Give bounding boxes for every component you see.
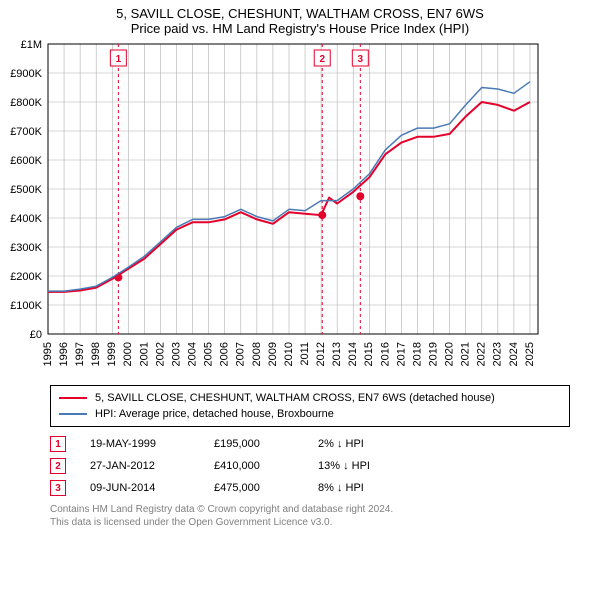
price-chart-svg: £0 £100K £200K £300K £400K £500K £600K £700K £80… xyxy=(0,36,548,376)
svg-text:£900K: £900K xyxy=(10,68,42,80)
svg-text:1998: 1998 xyxy=(90,342,102,366)
svg-text:2025: 2025 xyxy=(524,342,536,366)
svg-text:2021: 2021 xyxy=(460,342,472,366)
svg-text:£300K: £300K xyxy=(10,242,42,254)
svg-text:1997: 1997 xyxy=(74,342,86,366)
legend-swatch-property xyxy=(59,397,87,399)
transactions-table: 1 19-MAY-1999 £195,000 2% ↓ HPI 2 27-JAN… xyxy=(50,433,570,499)
transaction-date: 27-JAN-2012 xyxy=(90,460,190,472)
svg-text:2022: 2022 xyxy=(476,342,488,366)
attribution-line: This data is licensed under the Open Gov… xyxy=(50,516,570,529)
svg-text:2024: 2024 xyxy=(508,342,520,366)
svg-text:1996: 1996 xyxy=(58,342,70,366)
svg-text:£800K: £800K xyxy=(10,97,42,109)
transaction-diff: 2% ↓ HPI xyxy=(318,438,408,450)
svg-text:£700K: £700K xyxy=(10,126,42,138)
legend-box: 5, SAVILL CLOSE, CHESHUNT, WALTHAM CROSS… xyxy=(50,385,570,427)
svg-text:2009: 2009 xyxy=(267,342,279,366)
svg-text:£400K: £400K xyxy=(10,213,42,225)
svg-text:£1M: £1M xyxy=(21,39,42,51)
svg-text:£0: £0 xyxy=(30,329,42,341)
transaction-marker-1-icon: 1 xyxy=(50,436,66,452)
svg-text:2012: 2012 xyxy=(315,342,327,366)
svg-text:2015: 2015 xyxy=(363,342,375,366)
transaction-row: 3 09-JUN-2014 £475,000 8% ↓ HPI xyxy=(50,477,570,499)
attribution: Contains HM Land Registry data © Crown c… xyxy=(50,503,570,529)
svg-text:2005: 2005 xyxy=(203,342,215,366)
svg-text:2018: 2018 xyxy=(411,342,423,366)
svg-text:£200K: £200K xyxy=(10,271,42,283)
transaction-date: 09-JUN-2014 xyxy=(90,482,190,494)
svg-text:1995: 1995 xyxy=(42,342,54,366)
svg-text:2023: 2023 xyxy=(492,342,504,366)
svg-text:2: 2 xyxy=(319,54,325,65)
legend-row: HPI: Average price, detached house, Brox… xyxy=(59,406,561,422)
svg-text:2019: 2019 xyxy=(427,342,439,366)
svg-text:2006: 2006 xyxy=(219,342,231,366)
attribution-line: Contains HM Land Registry data © Crown c… xyxy=(50,503,570,516)
svg-text:2020: 2020 xyxy=(444,342,456,366)
transaction-marker-3-icon: 3 xyxy=(50,480,66,496)
svg-text:2016: 2016 xyxy=(379,342,391,366)
svg-text:2004: 2004 xyxy=(186,342,198,366)
svg-text:2001: 2001 xyxy=(138,342,150,366)
svg-text:£100K: £100K xyxy=(10,300,42,312)
svg-text:£500K: £500K xyxy=(10,184,42,196)
transaction-row: 1 19-MAY-1999 £195,000 2% ↓ HPI xyxy=(50,433,570,455)
svg-text:2000: 2000 xyxy=(122,342,134,366)
legend-label-hpi: HPI: Average price, detached house, Brox… xyxy=(95,408,334,420)
chart-title-line-2: Price paid vs. HM Land Registry's House … xyxy=(0,21,600,36)
chart-container: £0 £100K £200K £300K £400K £500K £600K £700K £80… xyxy=(0,36,600,381)
legend-label-property: 5, SAVILL CLOSE, CHESHUNT, WALTHAM CROSS… xyxy=(95,392,495,404)
svg-text:2013: 2013 xyxy=(331,342,343,366)
svg-text:2002: 2002 xyxy=(154,342,166,366)
svg-text:2003: 2003 xyxy=(170,342,182,366)
svg-text:2017: 2017 xyxy=(395,342,407,366)
chart-title-line-1: 5, SAVILL CLOSE, CHESHUNT, WALTHAM CROSS… xyxy=(0,6,600,21)
svg-text:1999: 1999 xyxy=(106,342,118,366)
chart-titles: 5, SAVILL CLOSE, CHESHUNT, WALTHAM CROSS… xyxy=(0,0,600,36)
transaction-price: £410,000 xyxy=(214,460,294,472)
svg-text:3: 3 xyxy=(358,54,364,65)
transaction-date: 19-MAY-1999 xyxy=(90,438,190,450)
transaction-diff: 8% ↓ HPI xyxy=(318,482,408,494)
legend-swatch-hpi xyxy=(59,413,87,415)
transaction-price: £475,000 xyxy=(214,482,294,494)
svg-text:2007: 2007 xyxy=(235,342,247,366)
transaction-marker-2-icon: 2 xyxy=(50,458,66,474)
svg-text:2014: 2014 xyxy=(347,342,359,366)
svg-text:2010: 2010 xyxy=(283,342,295,366)
legend-row: 5, SAVILL CLOSE, CHESHUNT, WALTHAM CROSS… xyxy=(59,390,561,406)
svg-text:£600K: £600K xyxy=(10,155,42,167)
svg-text:2008: 2008 xyxy=(251,342,263,366)
svg-text:2011: 2011 xyxy=(299,342,311,366)
transaction-diff: 13% ↓ HPI xyxy=(318,460,408,472)
svg-text:1: 1 xyxy=(116,54,122,65)
transaction-price: £195,000 xyxy=(214,438,294,450)
transaction-row: 2 27-JAN-2012 £410,000 13% ↓ HPI xyxy=(50,455,570,477)
